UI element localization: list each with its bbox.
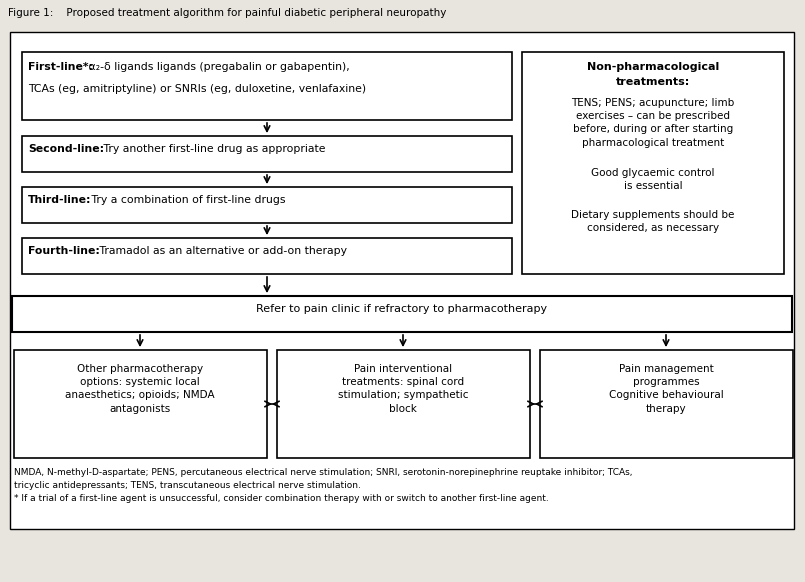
- Text: Dietary supplements should be
considered, as necessary: Dietary supplements should be considered…: [572, 210, 735, 233]
- Text: Tramadol as an alternative or add-on therapy: Tramadol as an alternative or add-on the…: [96, 246, 347, 256]
- FancyBboxPatch shape: [540, 350, 793, 458]
- Text: Fourth-line:: Fourth-line:: [28, 246, 100, 256]
- FancyBboxPatch shape: [22, 136, 512, 172]
- Text: Third-line:: Third-line:: [28, 195, 92, 205]
- Text: Try a combination of first-line drugs: Try a combination of first-line drugs: [88, 195, 286, 205]
- FancyBboxPatch shape: [522, 52, 784, 274]
- Text: Good glycaemic control
is essential: Good glycaemic control is essential: [591, 168, 715, 191]
- Text: α₂-δ ligands ligands (pregabalin or gabapentin),: α₂-δ ligands ligands (pregabalin or gaba…: [85, 62, 349, 72]
- Text: * If a trial of a first-line agent is unsuccessful, consider combination therapy: * If a trial of a first-line agent is un…: [14, 494, 549, 503]
- FancyBboxPatch shape: [22, 187, 512, 223]
- Text: Second-line:: Second-line:: [28, 144, 104, 154]
- Text: Figure 1:    Proposed treatment algorithm for painful diabetic peripheral neurop: Figure 1: Proposed treatment algorithm f…: [8, 8, 447, 18]
- FancyBboxPatch shape: [10, 32, 794, 529]
- Text: Refer to pain clinic if refractory to pharmacotherapy: Refer to pain clinic if refractory to ph…: [257, 304, 547, 314]
- Text: Pain management
programmes
Cognitive behavioural
therapy: Pain management programmes Cognitive beh…: [609, 364, 724, 414]
- FancyBboxPatch shape: [22, 238, 512, 274]
- Text: treatments:: treatments:: [616, 77, 690, 87]
- Text: Try another first-line drug as appropriate: Try another first-line drug as appropria…: [100, 144, 325, 154]
- Text: TCAs (eg, amitriptyline) or SNRIs (eg, duloxetine, venlafaxine): TCAs (eg, amitriptyline) or SNRIs (eg, d…: [28, 84, 366, 94]
- FancyBboxPatch shape: [14, 350, 267, 458]
- Text: TENS; PENS; acupuncture; limb
exercises – can be prescribed
before, during or af: TENS; PENS; acupuncture; limb exercises …: [572, 98, 735, 148]
- FancyBboxPatch shape: [277, 350, 530, 458]
- FancyBboxPatch shape: [22, 52, 512, 120]
- Text: NMDA, N-methyl-D-aspartate; PENS, percutaneous electrical nerve stimulation; SNR: NMDA, N-methyl-D-aspartate; PENS, percut…: [14, 468, 633, 477]
- Text: Other pharmacotherapy
options: systemic local
anaesthetics; opioids; NMDA
antago: Other pharmacotherapy options: systemic …: [65, 364, 215, 414]
- FancyBboxPatch shape: [12, 296, 792, 332]
- Text: Pain interventional
treatments: spinal cord
stimulation; sympathetic
block: Pain interventional treatments: spinal c…: [338, 364, 469, 414]
- Text: tricyclic antidepressants; TENS, transcutaneous electrical nerve stimulation.: tricyclic antidepressants; TENS, transcu…: [14, 481, 361, 490]
- Text: First-line*:: First-line*:: [28, 62, 93, 72]
- Text: Non-pharmacological: Non-pharmacological: [587, 62, 719, 72]
